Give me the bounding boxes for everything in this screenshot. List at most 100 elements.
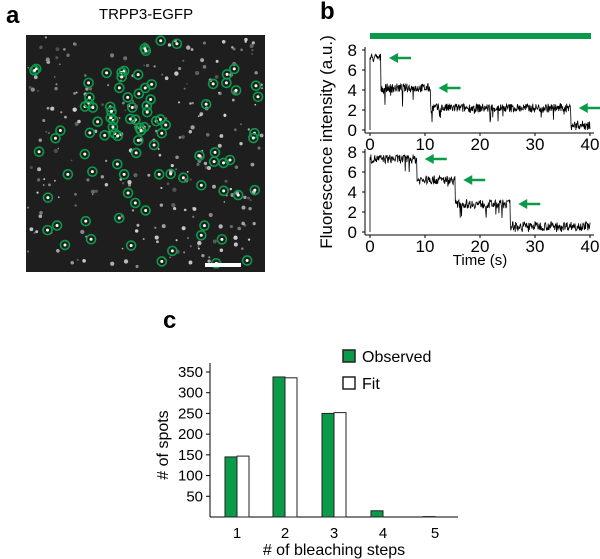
fluorescent-spot	[139, 128, 143, 132]
fluorescent-spot	[240, 123, 242, 126]
fluorescent-spot	[206, 166, 211, 171]
spot-marker-circle	[124, 113, 136, 125]
spot-marker-circle	[116, 71, 127, 83]
spot-marker-circle	[87, 102, 99, 113]
x-tick-label: 5	[431, 525, 439, 542]
fluorescent-spot	[77, 119, 81, 124]
spot-marker-circle	[118, 169, 130, 180]
fluorescent-spot	[35, 230, 39, 234]
spot-marker-circle	[153, 169, 165, 180]
x-tick-label: 20	[471, 237, 490, 256]
spot-marker-circle	[195, 229, 207, 241]
y-tick-label: 8	[348, 41, 357, 60]
fluorescent-spot	[236, 193, 240, 197]
fluorescent-spot	[175, 42, 179, 46]
fluorescent-spot	[43, 178, 46, 181]
spot-marker-circle	[171, 38, 183, 50]
fluorescent-spot	[254, 71, 258, 75]
fluorescent-spot	[183, 251, 186, 254]
fluorescent-spot	[45, 130, 48, 133]
fluorescent-spot	[135, 264, 139, 269]
fluorescent-spot	[53, 148, 58, 154]
fluorescent-spot	[50, 106, 55, 111]
x-tick-label: 40	[581, 237, 600, 256]
fluorescent-spot	[166, 182, 170, 186]
fluorescent-spot	[136, 223, 140, 227]
y-tick-label: 300	[178, 385, 203, 402]
fluorescent-spot	[46, 196, 50, 200]
bar-observed	[370, 510, 384, 518]
fluorescent-spot	[200, 58, 205, 62]
fluorescent-spot	[90, 170, 94, 174]
step-arrow-head-icon	[438, 83, 448, 93]
step-arrow-head-icon	[518, 199, 528, 209]
fluorescent-spot	[208, 212, 213, 217]
spot-marker-circle	[199, 220, 210, 231]
fluorescent-spot	[222, 189, 226, 193]
fluorescent-spot	[218, 91, 220, 94]
spot-marker-circle	[228, 63, 240, 75]
fluorescent-spot	[213, 150, 217, 154]
fluorescent-spot	[186, 236, 190, 240]
spot-marker-circle	[139, 82, 151, 94]
fluorescent-spot	[221, 39, 226, 44]
fluorescent-spot	[46, 106, 50, 110]
fluorescent-spot	[198, 154, 202, 158]
fluorescent-spot	[207, 259, 211, 263]
fluorescent-spot	[73, 43, 77, 47]
fluorescent-spot	[244, 37, 248, 42]
fluorescent-spot	[127, 183, 132, 187]
fluorescent-spot	[37, 150, 41, 154]
fluorescent-spot	[212, 160, 216, 164]
fluorescent-spot	[252, 222, 256, 226]
fluorescent-spot	[134, 229, 139, 233]
fluorescent-spot	[96, 120, 100, 124]
fluorescent-spot	[37, 167, 42, 172]
fluorescent-spot	[251, 53, 253, 55]
bar-observed	[321, 412, 335, 518]
fluorescent-spot	[223, 113, 227, 117]
fluorescent-spot	[38, 214, 43, 219]
fluorescent-spot	[161, 73, 164, 76]
fluorescent-spot	[55, 56, 59, 60]
legend-swatch	[342, 376, 356, 390]
fluorescent-spot	[229, 224, 233, 229]
spot-marker-circle	[51, 220, 63, 231]
fluorescent-spot	[38, 138, 42, 142]
spot-marker-circle	[126, 102, 138, 113]
fluorescent-spot	[109, 109, 113, 113]
fluorescent-spot	[225, 72, 229, 76]
fluorescent-spot	[175, 239, 178, 242]
fluorescent-spot	[254, 84, 258, 88]
spot-marker-circle	[200, 98, 212, 110]
spot-marker-circle	[178, 172, 189, 184]
fluorescent-spot	[42, 118, 46, 123]
fluorescent-spot	[85, 87, 89, 91]
fluorescent-spot	[231, 98, 235, 102]
spot-marker-circle	[79, 148, 91, 160]
spot-marker-circle	[84, 92, 95, 103]
fluorescent-spot	[251, 48, 254, 52]
fluorescent-spot	[164, 76, 169, 81]
fluorescent-spot	[105, 159, 108, 163]
fluorescent-spot	[64, 115, 67, 119]
spot-marker-circle	[122, 92, 133, 103]
fluorescent-spot	[247, 196, 250, 200]
y-tick-label: 4	[348, 183, 357, 202]
fluorescent-spot	[100, 175, 105, 179]
fluorescent-spot	[70, 260, 74, 265]
spot-marker-circle	[141, 106, 153, 118]
fluorescent-spot	[253, 188, 257, 192]
y-tick-label: 2	[348, 203, 357, 222]
fluorescent-spot	[261, 87, 264, 90]
fluorescent-spot	[55, 224, 59, 228]
fluorescent-spot	[197, 247, 200, 250]
fluorescent-spot	[80, 229, 85, 235]
fluorescent-spot	[169, 172, 173, 176]
fluorescent-spot	[74, 192, 77, 196]
spot-marker-circle	[59, 239, 71, 251]
fluorescent-spot	[183, 87, 186, 90]
fluorescent-spot	[89, 237, 93, 241]
fluorescent-spot	[173, 206, 177, 211]
panel-label-c: c	[163, 307, 177, 334]
